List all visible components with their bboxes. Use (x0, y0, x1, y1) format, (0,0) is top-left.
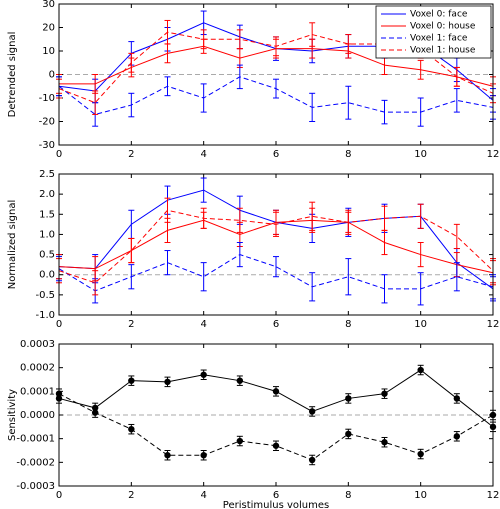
y-axis-label: Detrended signal (7, 32, 18, 118)
marker (236, 437, 244, 445)
x-tick-label: 12 (487, 319, 500, 330)
plot-area (56, 177, 496, 306)
plot-area (55, 364, 497, 466)
x-tick-label: 2 (128, 490, 134, 501)
marker (308, 456, 316, 464)
plot-frame (58, 173, 494, 316)
marker (200, 452, 207, 459)
x-tick-label: 2 (128, 149, 134, 160)
y-tick-label: 10 (42, 46, 55, 57)
x-tick-label: 4 (200, 490, 206, 501)
marker (417, 450, 424, 458)
x-tick-label: 6 (273, 149, 279, 160)
x-tick-label: 0 (56, 319, 62, 330)
x-tick-label: 0 (56, 490, 62, 501)
x-tick-label: 8 (345, 490, 351, 501)
marker (91, 409, 99, 416)
y-tick-label: 0.0000 (20, 410, 55, 421)
y-tick-label: -10 (39, 93, 55, 104)
x-tick-label: 6 (273, 319, 279, 330)
y-tick-label: 0.0 (39, 270, 55, 281)
marker (381, 439, 388, 446)
marker (272, 388, 280, 395)
legend-label: Voxel 1: house (410, 46, 476, 56)
y-tick-label: 20 (42, 23, 55, 34)
y-tick-label: 0 (49, 70, 55, 81)
marker (128, 377, 135, 384)
marker (453, 433, 461, 440)
y-tick-label: 1.0 (39, 229, 55, 240)
marker (381, 390, 388, 397)
marker (200, 371, 207, 378)
x-tick-label: 10 (414, 149, 427, 160)
marker (272, 442, 280, 449)
y-tick-label: -0.0002 (16, 457, 55, 468)
marker (417, 366, 424, 374)
x-tick-label: 6 (273, 490, 279, 501)
x-tick-label: 8 (345, 319, 351, 330)
x-tick-label: 12 (487, 149, 500, 160)
y-tick-label: -0.0003 (16, 481, 55, 492)
series-line (58, 369, 494, 428)
y-tick-label: 0.0003 (20, 339, 55, 350)
legend-label: Voxel 0: face (410, 10, 468, 20)
y-axis-label: Sensitivity (7, 389, 18, 441)
x-tick-label: 4 (200, 319, 206, 330)
legend-label: Voxel 0: house (410, 22, 476, 32)
y-axis-label: Normalized signal (7, 200, 18, 289)
x-tick-label: 10 (414, 490, 427, 501)
marker (345, 395, 352, 402)
y-tick-label: 2.5 (39, 169, 55, 180)
x-tick-label: 0 (56, 149, 62, 160)
marker (308, 408, 316, 415)
y-tick-label: 0.5 (39, 250, 55, 261)
x-tick-label: 8 (345, 149, 351, 160)
x-tick-label: 12 (487, 490, 500, 501)
marker (164, 378, 171, 386)
y-tick-label: 0.0002 (20, 363, 55, 374)
marker (453, 395, 461, 402)
y-tick-label: -0.5 (35, 290, 55, 301)
y-tick-label: -1.0 (35, 310, 55, 321)
y-tick-label: -0.0001 (16, 434, 55, 445)
x-tick-label: 4 (200, 149, 206, 160)
legend-box (375, 5, 492, 59)
y-tick-label: 1.5 (39, 209, 55, 220)
marker (236, 377, 244, 384)
x-tick-label: 10 (414, 319, 427, 330)
x-tick-label: 2 (128, 319, 134, 330)
legend-label: Voxel 1: face (410, 34, 468, 44)
y-tick-label: 0.0001 (20, 386, 55, 397)
y-tick-label: 2.0 (39, 189, 55, 200)
marker (164, 452, 171, 459)
y-tick-label: -20 (39, 117, 55, 128)
marker (345, 430, 352, 438)
x-axis-label: Peristimulus volumes (223, 500, 329, 509)
y-tick-label: -30 (39, 140, 55, 151)
marker (128, 426, 135, 433)
plot-frame (58, 343, 494, 487)
plot-frame (58, 3, 494, 146)
y-tick-label: 30 (42, 0, 55, 10)
